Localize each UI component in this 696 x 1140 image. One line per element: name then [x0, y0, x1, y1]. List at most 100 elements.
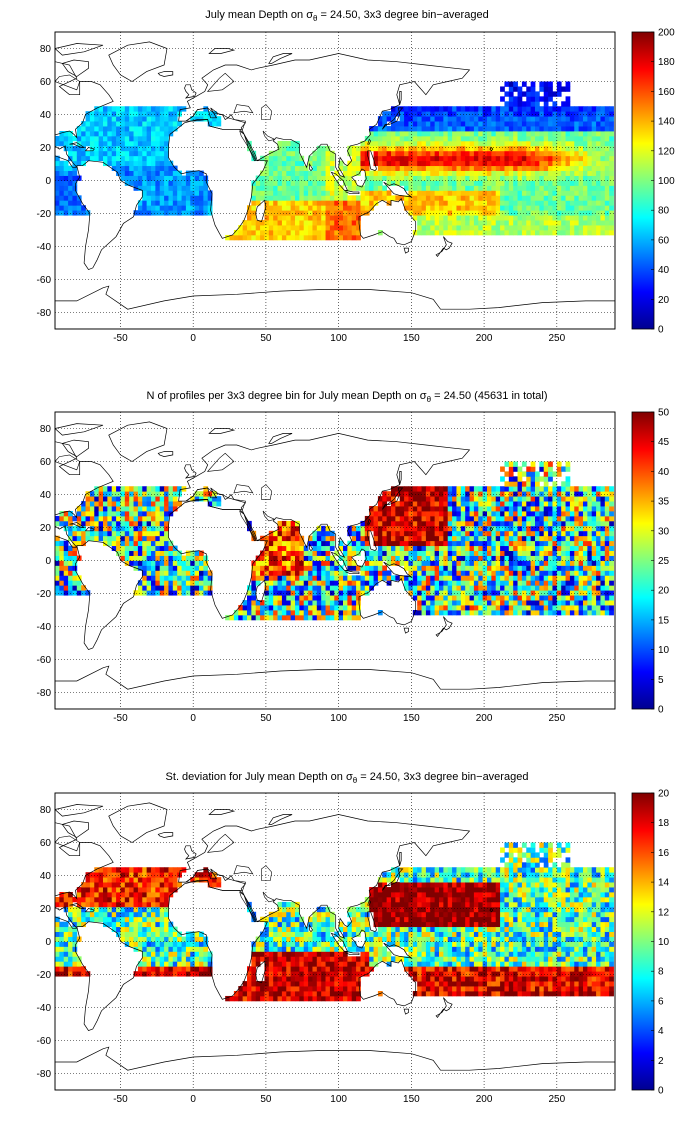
data-cell [604, 600, 610, 606]
data-cell [338, 600, 344, 606]
data-cell [465, 195, 470, 201]
data-cell [578, 570, 584, 576]
data-cell [142, 131, 148, 137]
data-cell [443, 605, 449, 611]
data-cell [268, 560, 274, 566]
data-cell [190, 590, 196, 596]
data-cell [552, 555, 558, 561]
data-cell [478, 185, 484, 191]
data-cell [377, 140, 383, 147]
data-cell [495, 175, 501, 181]
data-cell [81, 511, 86, 517]
data-cell [469, 210, 475, 216]
data-cell [404, 565, 409, 571]
data-cell [277, 600, 283, 606]
data-cell [430, 145, 436, 152]
data-cell [142, 145, 148, 152]
data-cell [111, 535, 117, 542]
data-cell [500, 491, 505, 497]
data-cell [495, 220, 501, 226]
data-cell [556, 501, 562, 507]
data-cell [434, 195, 440, 201]
data-cell [76, 590, 82, 596]
data-cell [465, 496, 470, 502]
data-cell [561, 86, 566, 92]
coastline [367, 518, 372, 525]
data-cell [535, 496, 540, 502]
data-cell [587, 525, 593, 532]
data-cell [548, 565, 553, 571]
data-cell [391, 575, 396, 581]
data-cell [604, 585, 610, 591]
data-cell [482, 501, 488, 507]
data-cell [59, 590, 65, 596]
data-cell [299, 215, 305, 221]
data-cell [72, 530, 78, 537]
data-cell [142, 590, 148, 596]
data-cell [439, 126, 444, 132]
data-cell [491, 530, 497, 537]
data-cell [600, 220, 606, 226]
data-cell [548, 131, 553, 137]
data-cell [338, 605, 344, 611]
data-cell [543, 101, 549, 107]
data-cell [325, 150, 331, 157]
data-cell [312, 160, 318, 167]
data-cell [373, 131, 379, 137]
data-cell [439, 150, 444, 157]
data-cell [487, 590, 492, 596]
data-cell [465, 170, 470, 176]
data-cell [347, 580, 353, 586]
data-cell [377, 555, 383, 561]
data-cell [443, 600, 449, 606]
data-cell [526, 600, 532, 606]
data-cell [447, 215, 453, 221]
data-cell [146, 575, 152, 581]
data-cell [447, 220, 453, 226]
data-cell [539, 145, 545, 152]
coastline [435, 236, 453, 257]
data-cell [120, 545, 126, 551]
data-cell [421, 515, 427, 522]
data-cell [308, 155, 313, 162]
data-cell [495, 230, 501, 236]
data-cell [434, 605, 440, 611]
data-cell [159, 506, 165, 512]
data-cell [94, 155, 100, 162]
data-cell [513, 106, 518, 112]
data-cell [199, 170, 204, 176]
data-cell [425, 595, 431, 601]
data-cell [404, 491, 409, 497]
data-cell [565, 185, 571, 191]
data-cell [203, 200, 209, 206]
data-cell [76, 520, 82, 527]
data-cell [364, 550, 370, 556]
data-cell [290, 190, 296, 196]
data-cell [600, 150, 606, 157]
data-cell [273, 570, 278, 576]
data-cell [273, 555, 278, 561]
data-cell [578, 590, 584, 596]
data-cell [443, 215, 449, 221]
data-cell [526, 481, 532, 487]
data-cell [146, 160, 152, 167]
data-cell [591, 215, 597, 221]
data-cell [377, 185, 383, 191]
data-cell [321, 230, 326, 236]
data-cell [543, 195, 549, 201]
data-cell [295, 575, 300, 581]
data-cell [386, 126, 392, 132]
data-cell [343, 200, 348, 206]
data-cell [543, 520, 549, 527]
data-cell [325, 234, 331, 241]
data-cell [264, 540, 270, 547]
data-cell [137, 175, 143, 181]
data-cell [343, 195, 348, 201]
data-cell [168, 116, 174, 122]
data-cell [456, 190, 462, 196]
data-cell [443, 150, 449, 157]
data-cell [72, 190, 78, 196]
data-cell [539, 225, 545, 231]
data-cell [552, 575, 558, 581]
data-cell [338, 160, 344, 167]
